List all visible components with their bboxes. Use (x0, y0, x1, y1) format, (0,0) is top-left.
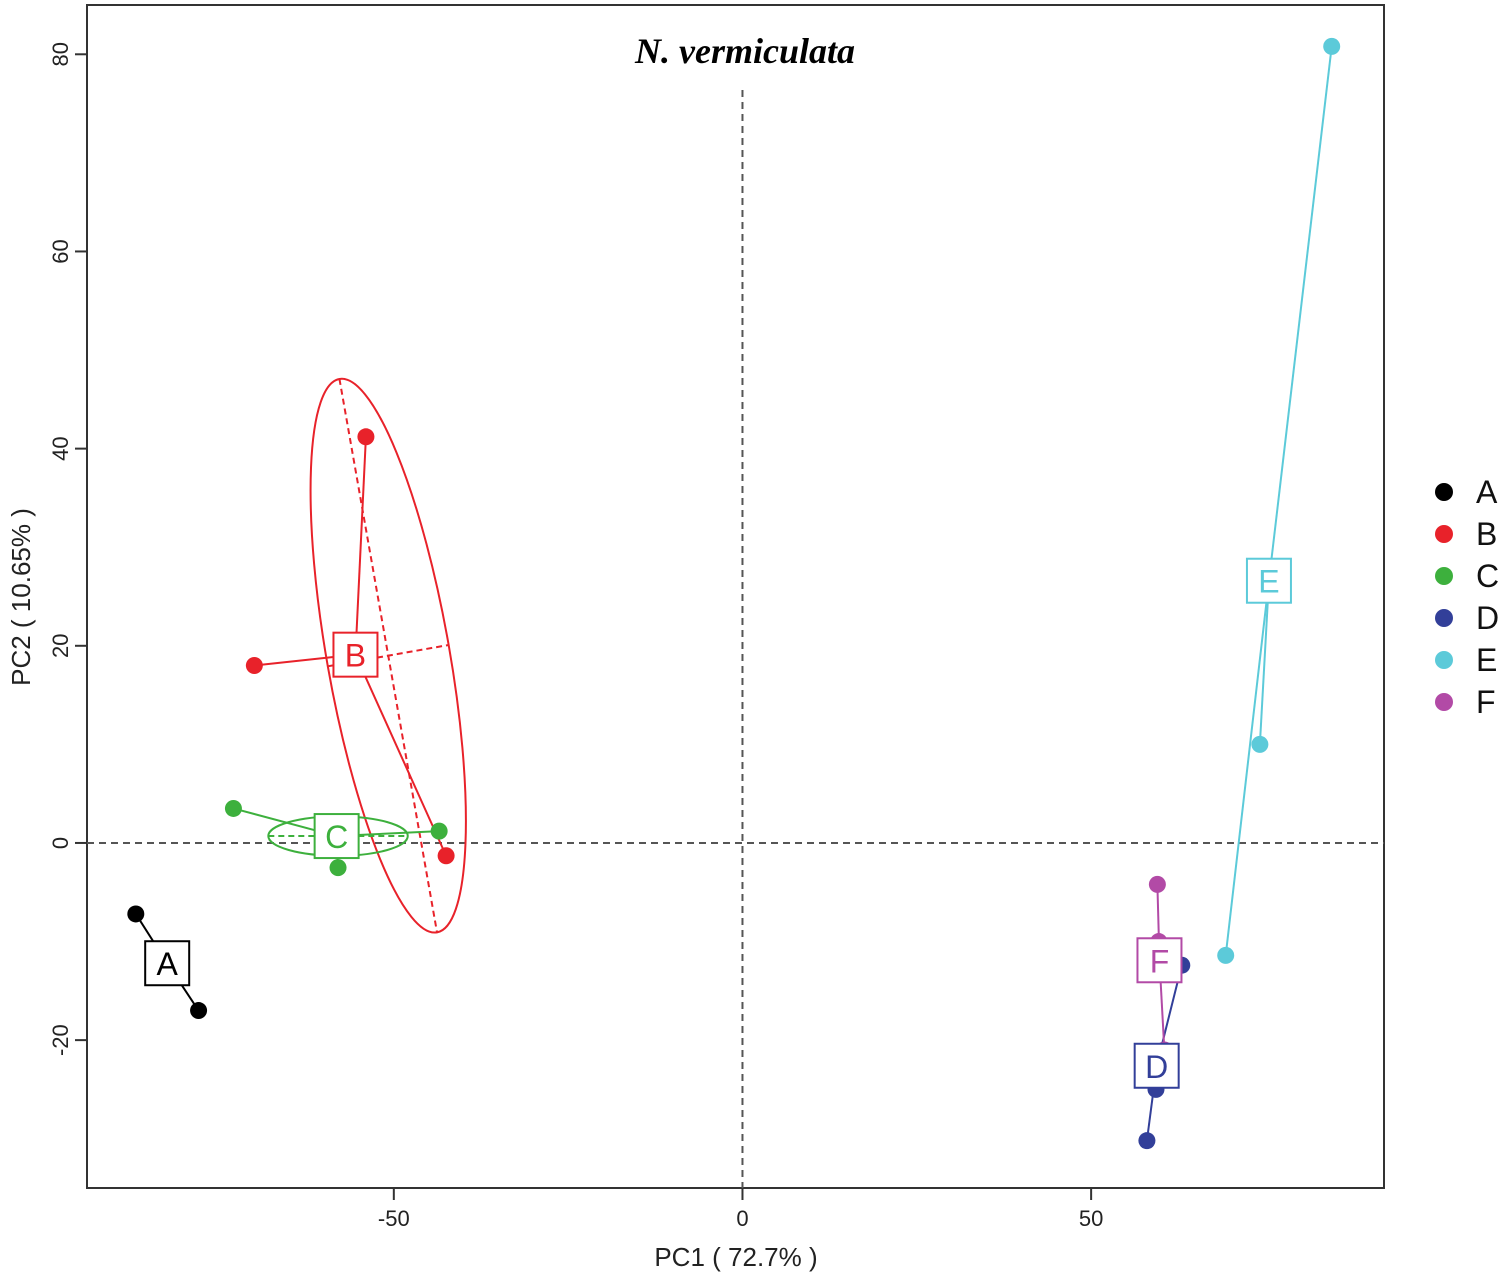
x-tick-label: 50 (1079, 1206, 1103, 1231)
legend-marker-e (1435, 651, 1453, 669)
data-point-b (437, 847, 455, 865)
spoke-line-b (354, 436, 367, 655)
legend-label-d: D (1476, 600, 1499, 636)
legend-marker-d (1435, 609, 1453, 627)
data-point-d (1138, 1132, 1156, 1150)
data-point-b (245, 657, 263, 675)
group-label-box-b (332, 631, 379, 678)
legend-marker-b (1435, 525, 1453, 543)
group-label-e: E (1258, 564, 1279, 600)
ellipse-axis-line (338, 378, 439, 933)
spoke-line-e (1224, 580, 1270, 956)
group-label-box-a (144, 940, 191, 987)
data-point-c (224, 799, 242, 817)
legend-label-a: A (1476, 474, 1498, 510)
legend-marker-c (1435, 567, 1453, 585)
legend-label-c: C (1476, 558, 1499, 594)
group-label-b: B (345, 638, 366, 674)
data-point-c (430, 822, 448, 840)
legend-label-f: F (1476, 684, 1496, 720)
data-point-a (190, 1002, 208, 1020)
data-point-a (127, 905, 145, 923)
spoke-line-b (354, 654, 448, 857)
group-label-box-f (1136, 937, 1183, 984)
group-label-box-c (313, 813, 360, 860)
legend-label-e: E (1476, 642, 1497, 678)
data-point-c (329, 859, 347, 877)
group-label-a: A (157, 946, 179, 982)
x-axis-label: PC1 ( 72.7% ) (654, 1242, 817, 1272)
y-tick-label: 60 (48, 239, 73, 263)
y-tick-label: 0 (48, 837, 73, 849)
legend-label-b: B (1476, 516, 1497, 552)
x-tick-label: 0 (736, 1206, 748, 1231)
y-tick-label: 20 (48, 634, 73, 658)
y-tick-label: -20 (48, 1024, 73, 1056)
spoke-line-e (1267, 46, 1333, 581)
plot-panel-border (86, 4, 1385, 1189)
x-tick-label: -50 (378, 1206, 410, 1231)
data-point-e (1217, 946, 1235, 964)
data-point-b (357, 428, 375, 446)
group-label-box-e (1245, 557, 1292, 604)
group-label-d: D (1145, 1049, 1168, 1085)
spoke-line-e (1258, 580, 1270, 745)
group-label-c: C (325, 819, 348, 855)
y-axis-label: PC2 ( 10.65% ) (6, 508, 36, 686)
legend-marker-a (1435, 483, 1453, 501)
chart-title: N. vermiculata (634, 31, 855, 71)
group-label-box-d (1133, 1042, 1180, 1089)
y-tick-label: 80 (48, 42, 73, 66)
group-label-f: F (1150, 943, 1170, 979)
data-point-e (1323, 37, 1341, 55)
y-tick-label: 40 (48, 436, 73, 460)
legend-marker-f (1435, 693, 1453, 711)
data-point-f (1148, 875, 1166, 893)
data-point-e (1251, 735, 1269, 753)
